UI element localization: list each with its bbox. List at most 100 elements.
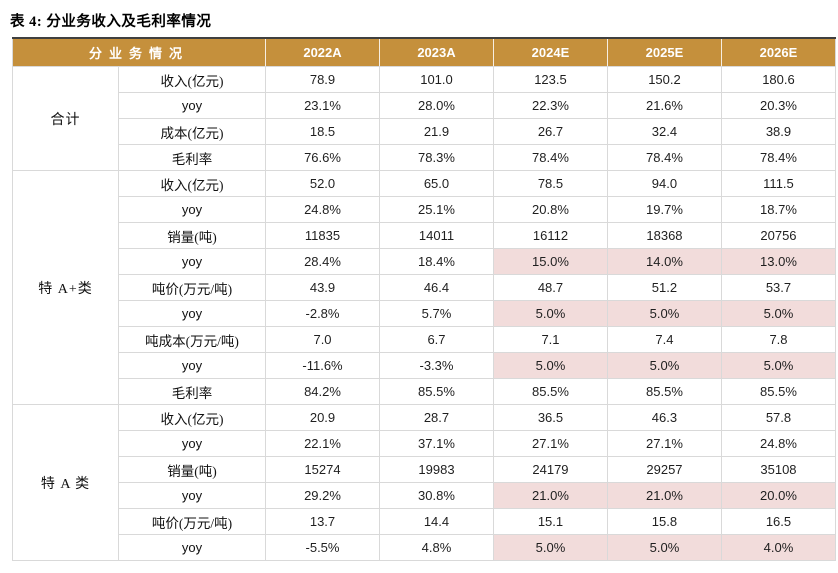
- value-cell: -5.5%: [265, 534, 380, 561]
- value-cell: 94.0: [606, 170, 722, 197]
- table-row: 销量(吨) 11835 14011 16112 18368 20756: [13, 222, 837, 249]
- year-header-2026E: 2026E: [720, 38, 836, 67]
- year-header-2023A: 2023A: [379, 38, 494, 67]
- value-cell: 5.0%: [492, 534, 608, 561]
- category-header: 分业务情况: [12, 38, 266, 67]
- metric-cell: 吨价(万元/吨): [117, 508, 267, 535]
- value-cell: 85.5%: [720, 378, 837, 405]
- value-cell: 5.7%: [379, 300, 494, 327]
- value-cell: 43.9: [265, 274, 380, 301]
- value-cell: 150.2: [606, 66, 722, 93]
- value-cell: 7.1: [492, 326, 608, 353]
- value-cell: 51.2: [606, 274, 722, 301]
- metric-cell: yoy: [117, 196, 267, 223]
- value-cell: 78.3%: [379, 144, 494, 171]
- value-cell: 28.4%: [265, 248, 380, 275]
- value-cell: 15.0%: [492, 248, 608, 275]
- value-cell: 20.9: [265, 404, 380, 431]
- metric-cell: yoy: [117, 248, 267, 275]
- value-cell: -11.6%: [265, 352, 380, 379]
- business-table: 分业务情况 2022A 2023A 2024E 2025E 2026E 合计 收入(亿元) 7…: [12, 37, 837, 561]
- value-cell: 20.8%: [492, 196, 608, 223]
- value-cell: 15.8: [606, 508, 722, 535]
- value-cell: 4.8%: [379, 534, 494, 561]
- metric-cell: 收入(亿元): [117, 66, 267, 93]
- table-row: 吨价(万元/吨) 13.7 14.4 15.1 15.8 16.5: [13, 508, 837, 535]
- value-cell: 23.1%: [265, 92, 380, 119]
- table-row: yoy 23.1% 28.0% 22.3% 21.6% 20.3%: [13, 92, 837, 119]
- value-cell: 24.8%: [265, 196, 380, 223]
- metric-cell: 毛利率: [117, 144, 267, 171]
- table-row: 毛利率 76.6% 78.3% 78.4% 78.4% 78.4%: [13, 144, 837, 171]
- table-title: 表 4: 分业务收入及毛利率情况: [10, 14, 212, 30]
- group-cell: 特 A 类: [12, 404, 119, 561]
- metric-cell: yoy: [117, 352, 267, 379]
- table-row: yoy -11.6% -3.3% 5.0% 5.0% 5.0%: [13, 352, 837, 379]
- value-cell: 38.9: [720, 118, 837, 145]
- year-header-2024E: 2024E: [492, 38, 608, 67]
- report-page: 表 4: 分业务收入及毛利率情况 分业务情况 2022A 2023A 2024E 202…: [0, 10, 838, 561]
- value-cell: 20.0%: [720, 482, 837, 509]
- value-cell: 13.0%: [720, 248, 837, 275]
- value-cell: 5.0%: [492, 352, 608, 379]
- group-cell: 合计: [12, 66, 119, 171]
- value-cell: 27.1%: [606, 430, 722, 457]
- metric-cell: yoy: [117, 300, 267, 327]
- value-cell: 18.4%: [379, 248, 494, 275]
- value-cell: 5.0%: [606, 352, 722, 379]
- value-cell: 25.1%: [379, 196, 494, 223]
- value-cell: 18.5: [265, 118, 380, 145]
- value-cell: 24.8%: [720, 430, 837, 457]
- value-cell: 24179: [492, 456, 608, 483]
- value-cell: 180.6: [720, 66, 837, 93]
- value-cell: 11835: [265, 222, 380, 249]
- metric-cell: 成本(亿元): [117, 118, 267, 145]
- metric-cell: yoy: [117, 92, 267, 119]
- value-cell: 85.5%: [379, 378, 494, 405]
- table-header: 分业务情况 2022A 2023A 2024E 2025E 2026E: [12, 38, 836, 67]
- metric-cell: 销量(吨): [117, 456, 267, 483]
- value-cell: 5.0%: [720, 300, 837, 327]
- value-cell: 78.4%: [606, 144, 722, 171]
- value-cell: 5.0%: [492, 300, 608, 327]
- value-cell: 78.5: [492, 170, 608, 197]
- value-cell: 52.0: [265, 170, 380, 197]
- table-row: 特 A+类 收入(亿元) 52.0 65.0 78.5 94.0 111.5: [12, 170, 837, 405]
- value-cell: 14.0%: [606, 248, 722, 275]
- year-header-2025E: 2025E: [606, 38, 722, 67]
- value-cell: 21.0%: [606, 482, 722, 509]
- metric-cell: 毛利率: [117, 378, 267, 405]
- value-cell: 21.0%: [492, 482, 608, 509]
- table-row: yoy 28.4% 18.4% 15.0% 14.0% 13.0%: [13, 248, 837, 275]
- value-cell: 85.5%: [606, 378, 722, 405]
- value-cell: 101.0: [379, 66, 494, 93]
- metric-cell: 销量(吨): [117, 222, 267, 249]
- value-cell: 7.4: [606, 326, 722, 353]
- value-cell: 13.7: [265, 508, 380, 535]
- value-cell: 16112: [492, 222, 608, 249]
- table-row: 吨价(万元/吨) 43.9 46.4 48.7 51.2 53.7: [13, 274, 837, 301]
- value-cell: 20756: [720, 222, 837, 249]
- table-body: 合计 收入(亿元) 78.9 101.0 123.5 150.2 180.6 yoy 23.1%…: [12, 66, 837, 561]
- value-cell: 7.0: [265, 326, 380, 353]
- value-cell: 19983: [379, 456, 494, 483]
- metric-cell: yoy: [117, 430, 267, 457]
- value-cell: 5.0%: [720, 352, 837, 379]
- value-cell: 28.0%: [379, 92, 494, 119]
- value-cell: 78.4%: [492, 144, 608, 171]
- header-row: 分业务情况 2022A 2023A 2024E 2025E 2026E: [12, 38, 836, 67]
- value-cell: 76.6%: [265, 144, 380, 171]
- table-row: 成本(亿元) 18.5 21.9 26.7 32.4 38.9: [13, 118, 837, 145]
- value-cell: 85.5%: [492, 378, 608, 405]
- value-cell: 7.8: [720, 326, 837, 353]
- table-row: yoy 22.1% 37.1% 27.1% 27.1% 24.8%: [13, 430, 837, 457]
- value-cell: 35108: [720, 456, 837, 483]
- metric-cell: yoy: [117, 482, 267, 509]
- value-cell: 18.7%: [720, 196, 837, 223]
- value-cell: 15274: [265, 456, 380, 483]
- value-cell: 27.1%: [492, 430, 608, 457]
- value-cell: 20.3%: [720, 92, 837, 119]
- value-cell: 84.2%: [265, 378, 380, 405]
- group-cell: 特 A+类: [12, 170, 119, 405]
- value-cell: 21.9: [379, 118, 494, 145]
